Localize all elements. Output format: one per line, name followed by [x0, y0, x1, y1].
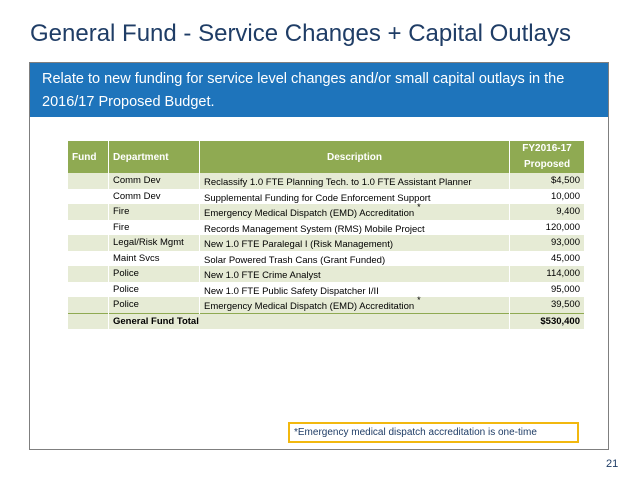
page-number: 21	[606, 458, 619, 470]
cell-department: Legal/Risk Mgmt	[108, 235, 200, 251]
cell-description: Records Management System (RMS) Mobile P…	[199, 219, 510, 235]
cell-department: Police	[108, 266, 200, 282]
cell-fund	[68, 297, 109, 313]
cell-amount: 114,000	[509, 266, 584, 282]
cell-description: New 1.0 FTE Paralegal I (Risk Management…	[199, 235, 510, 251]
header-description: Description	[199, 141, 510, 173]
cell-description: Solar Powered Trash Cans (Grant Funded)	[199, 250, 510, 266]
cell-department: Comm Dev	[108, 188, 200, 204]
cell-description: Supplemental Funding for Code Enforcemen…	[199, 188, 510, 204]
table-row: Fire Records Management System (RMS) Mob…	[68, 219, 584, 235]
description-text: Emergency Medical Dispatch (EMD) Accredi…	[204, 208, 415, 220]
cell-description: New 1.0 FTE Public Safety Dispatcher I/I…	[199, 281, 510, 297]
description-text: New 1.0 FTE Crime Analyst	[204, 270, 321, 282]
cell-amount: 95,000	[509, 281, 584, 297]
cell-fund	[68, 204, 109, 220]
cell-fund	[68, 250, 109, 266]
table-row: Maint Svcs Solar Powered Trash Cans (Gra…	[68, 250, 584, 266]
description-text: New 1.0 FTE Public Safety Dispatcher I/I…	[204, 285, 379, 297]
content-box: Relate to new funding for service level …	[29, 62, 609, 450]
cell-department: Police	[108, 297, 200, 313]
cell-fund	[68, 188, 109, 204]
description-text: Records Management System (RMS) Mobile P…	[204, 223, 425, 235]
footnote-marker: *	[417, 295, 421, 306]
cell-amount: 9,400	[509, 204, 584, 220]
total-row: General Fund Total $530,400	[68, 312, 584, 329]
header-fund: Fund	[68, 141, 109, 173]
cell-amount: $4,500	[509, 173, 584, 189]
slide-title: General Fund - Service Changes + Capital…	[30, 20, 571, 47]
description-text: Solar Powered Trash Cans (Grant Funded)	[204, 254, 386, 266]
total-label: General Fund Total	[108, 312, 510, 329]
banner-text: Relate to new funding for service level …	[30, 63, 608, 117]
footnote-box: *Emergency medical dispatch accreditatio…	[288, 422, 579, 443]
cell-fund	[68, 173, 109, 189]
cell-fund	[68, 312, 109, 329]
cell-amount: 45,000	[509, 250, 584, 266]
cell-amount: 39,500	[509, 297, 584, 313]
cell-fund	[68, 219, 109, 235]
cell-department: Fire	[108, 219, 200, 235]
cell-fund	[68, 266, 109, 282]
header-amount-line2: Proposed	[523, 159, 571, 170]
cell-fund	[68, 281, 109, 297]
table-header-row: Fund Department Description FY2016-17 Pr…	[68, 141, 584, 173]
header-department: Department	[108, 141, 200, 173]
cell-department: Maint Svcs	[108, 250, 200, 266]
cell-department: Police	[108, 281, 200, 297]
fund-table: Fund Department Description FY2016-17 Pr…	[68, 141, 584, 329]
cell-amount: 10,000	[509, 188, 584, 204]
description-text: New 1.0 FTE Paralegal I (Risk Management…	[204, 239, 394, 251]
cell-amount: 120,000	[509, 219, 584, 235]
cell-fund	[68, 235, 109, 251]
cell-department: Fire	[108, 204, 200, 220]
cell-description: New 1.0 FTE Crime Analyst	[199, 266, 510, 282]
total-amount: $530,400	[509, 312, 584, 329]
table-row: Fire Emergency Medical Dispatch (EMD) Ac…	[68, 202, 584, 220]
description-text: Supplemental Funding for Code Enforcemen…	[204, 192, 431, 204]
cell-amount: 93,000	[509, 235, 584, 251]
description-text: Reclassify 1.0 FTE Planning Tech. to 1.0…	[204, 177, 472, 189]
cell-department: Comm Dev	[108, 173, 200, 189]
cell-description: Reclassify 1.0 FTE Planning Tech. to 1.0…	[199, 173, 510, 189]
footnote-marker: *	[417, 202, 421, 213]
cell-description: Emergency Medical Dispatch (EMD) Accredi…	[199, 295, 510, 313]
header-amount: FY2016-17 Proposed	[509, 141, 584, 173]
table-row: Police New 1.0 FTE Public Safety Dispatc…	[68, 281, 584, 297]
table-row: Police New 1.0 FTE Crime Analyst 114,000	[68, 266, 584, 282]
table-row: Legal/Risk Mgmt New 1.0 FTE Paralegal I …	[68, 235, 584, 251]
header-amount-line1: FY2016-17	[522, 143, 572, 154]
table-row: Comm Dev Reclassify 1.0 FTE Planning Tec…	[68, 173, 584, 189]
description-text: Emergency Medical Dispatch (EMD) Accredi…	[204, 301, 415, 313]
table-row: Comm Dev Supplemental Funding for Code E…	[68, 188, 584, 204]
cell-description: Emergency Medical Dispatch (EMD) Accredi…	[199, 202, 510, 220]
table-row: Police Emergency Medical Dispatch (EMD) …	[68, 295, 584, 313]
